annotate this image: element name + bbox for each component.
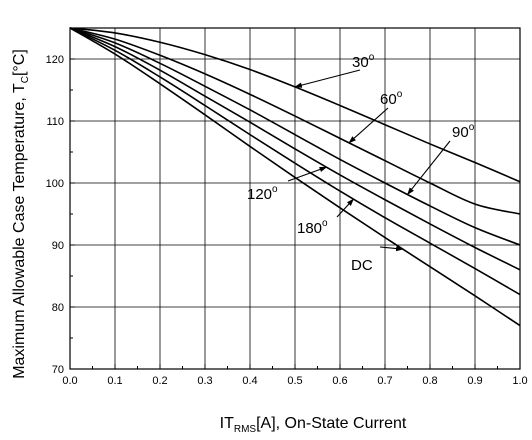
- annotation-arrow: [407, 140, 451, 196]
- annotation-label: 180o: [297, 218, 328, 237]
- series-line-3: [69, 27, 521, 271]
- series-line-2: [69, 27, 521, 246]
- annotation-label: 120o: [247, 184, 278, 203]
- x-tick-label: 0.2: [152, 375, 167, 387]
- series-line-1: [69, 27, 521, 215]
- y-tick-label: 100: [46, 178, 64, 190]
- ticks: 0.0 0.1 0.2 0.3 0.4 0.5 0.6 0.7 0.8 0.9 1.0 70 80 90 1…: [46, 54, 528, 387]
- y-tick-label: 70: [52, 364, 64, 376]
- annotation-arrow: [348, 107, 389, 144]
- y-axis-title: Maximum Allowable Case Temperature, TC[°…: [11, 49, 31, 379]
- series-line-4: [69, 27, 521, 296]
- x-axis-title: ITRMS[A], On-State Current: [220, 415, 407, 435]
- x-tick-label: 0.7: [377, 375, 392, 387]
- x-tick-label: 0.9: [467, 375, 482, 387]
- series-line-5: [69, 27, 521, 327]
- grid: [70, 28, 520, 369]
- x-tick-label: 0.0: [62, 375, 77, 387]
- y-tick-label: 80: [52, 302, 64, 314]
- x-tick-label: 0.5: [287, 375, 302, 387]
- annotation-arrow: [287, 166, 328, 182]
- x-tick-label: 1.0: [512, 375, 527, 387]
- y-tick-label: 90: [52, 240, 64, 252]
- annotation-arrow: [294, 69, 361, 88]
- x-tick-label: 0.3: [197, 375, 212, 387]
- annotation-label: DC: [351, 257, 373, 274]
- annotation-arrow: [336, 198, 355, 218]
- x-tick-label: 0.4: [242, 375, 257, 387]
- annotation-arrow: [379, 245, 404, 252]
- y-tick-label: 110: [46, 116, 64, 128]
- x-tick-label: 0.8: [422, 375, 437, 387]
- x-tick-label: 0.6: [332, 375, 347, 387]
- x-tick-label: 0.1: [107, 375, 122, 387]
- y-tick-label: 120: [46, 54, 64, 66]
